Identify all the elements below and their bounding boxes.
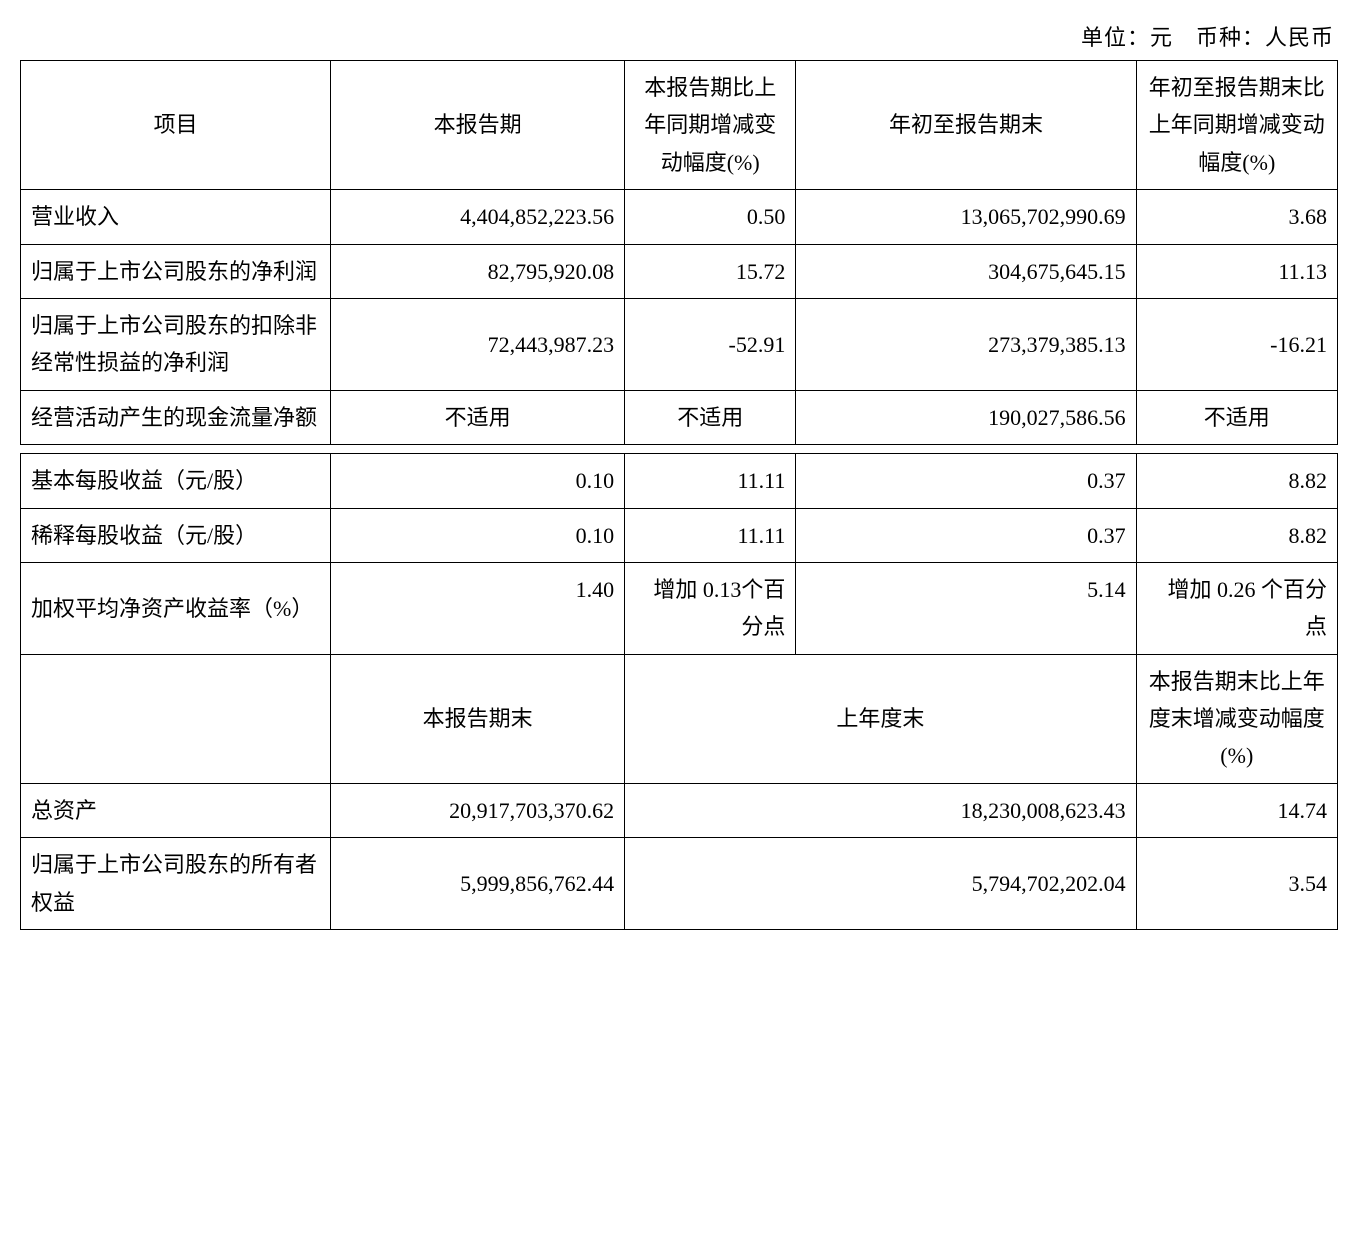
row-prev-year-end: 18,230,008,623.43 [625,783,1137,837]
row-period: 不适用 [331,390,625,444]
hdr-change2: 年初至报告期末比上年同期增减变动幅度(%) [1136,61,1337,190]
table-row: 归属于上市公司股东的净利润 82,795,920.08 15.72 304,67… [21,244,1338,298]
row-change1: 不适用 [625,390,796,444]
table-row: 基本每股收益（元/股） 0.10 11.11 0.37 8.82 [21,454,1338,508]
row-period: 0.10 [331,508,625,562]
row-period: 72,443,987.23 [331,298,625,390]
row-label: 归属于上市公司股东的所有者权益 [21,838,331,930]
row-change2: 8.82 [1136,454,1337,508]
hdr-period: 本报告期 [331,61,625,190]
hdr2-change: 本报告期末比上年度末增减变动幅度(%) [1136,654,1337,783]
hdr2-prev-year-end: 上年度末 [625,654,1137,783]
row-change2: 11.13 [1136,244,1337,298]
row-change1: 15.72 [625,244,796,298]
table-row: 营业收入 4,404,852,223.56 0.50 13,065,702,99… [21,190,1338,244]
table-row: 稀释每股收益（元/股） 0.10 11.11 0.37 8.82 [21,508,1338,562]
row-label: 归属于上市公司股东的净利润 [21,244,331,298]
row-ytd: 5.14 [796,562,1136,654]
row-ytd: 0.37 [796,508,1136,562]
financial-table: 项目 本报告期 本报告期比上年同期增减变动幅度(%) 年初至报告期末 年初至报告… [20,60,1338,930]
row-label: 稀释每股收益（元/股） [21,508,331,562]
row-ytd: 304,675,645.15 [796,244,1136,298]
table-row: 加权平均净资产收益率（%） 1.40 增加 0.13个百分点 5.14 增加 0… [21,562,1338,654]
row-change1: 11.11 [625,454,796,508]
header-row-2: 本报告期末 上年度末 本报告期末比上年度末增减变动幅度(%) [21,654,1338,783]
table-row: 经营活动产生的现金流量净额 不适用 不适用 190,027,586.56 不适用 [21,390,1338,444]
section-gap [21,445,1338,454]
row-change: 14.74 [1136,783,1337,837]
hdr-change1: 本报告期比上年同期增减变动幅度(%) [625,61,796,190]
row-change2: -16.21 [1136,298,1337,390]
row-period-end: 5,999,856,762.44 [331,838,625,930]
row-prev-year-end: 5,794,702,202.04 [625,838,1137,930]
row-change1: 增加 0.13个百分点 [625,562,796,654]
hdr-item: 项目 [21,61,331,190]
row-period-end: 20,917,703,370.62 [331,783,625,837]
row-label: 归属于上市公司股东的扣除非经常性损益的净利润 [21,298,331,390]
row-change1: 0.50 [625,190,796,244]
row-label: 加权平均净资产收益率（%） [21,562,331,654]
hdr2-period-end: 本报告期末 [331,654,625,783]
row-period: 82,795,920.08 [331,244,625,298]
row-period: 4,404,852,223.56 [331,190,625,244]
table-row: 总资产 20,917,703,370.62 18,230,008,623.43 … [21,783,1338,837]
row-label: 总资产 [21,783,331,837]
row-label: 基本每股收益（元/股） [21,454,331,508]
hdr-ytd: 年初至报告期末 [796,61,1136,190]
row-ytd: 13,065,702,990.69 [796,190,1136,244]
row-change: 3.54 [1136,838,1337,930]
table-row: 归属于上市公司股东的扣除非经常性损益的净利润 72,443,987.23 -52… [21,298,1338,390]
row-change2: 3.68 [1136,190,1337,244]
row-change2: 增加 0.26 个百分点 [1136,562,1337,654]
hdr2-item [21,654,331,783]
row-ytd: 190,027,586.56 [796,390,1136,444]
row-ytd: 273,379,385.13 [796,298,1136,390]
row-change2: 不适用 [1136,390,1337,444]
row-ytd: 0.37 [796,454,1136,508]
row-change2: 8.82 [1136,508,1337,562]
unit-caption: 单位：元 币种：人民币 [20,20,1338,52]
row-period: 0.10 [331,454,625,508]
row-change1: -52.91 [625,298,796,390]
row-label: 经营活动产生的现金流量净额 [21,390,331,444]
table-row: 归属于上市公司股东的所有者权益 5,999,856,762.44 5,794,7… [21,838,1338,930]
row-label: 营业收入 [21,190,331,244]
row-period: 1.40 [331,562,625,654]
header-row-1: 项目 本报告期 本报告期比上年同期增减变动幅度(%) 年初至报告期末 年初至报告… [21,61,1338,190]
row-change1: 11.11 [625,508,796,562]
